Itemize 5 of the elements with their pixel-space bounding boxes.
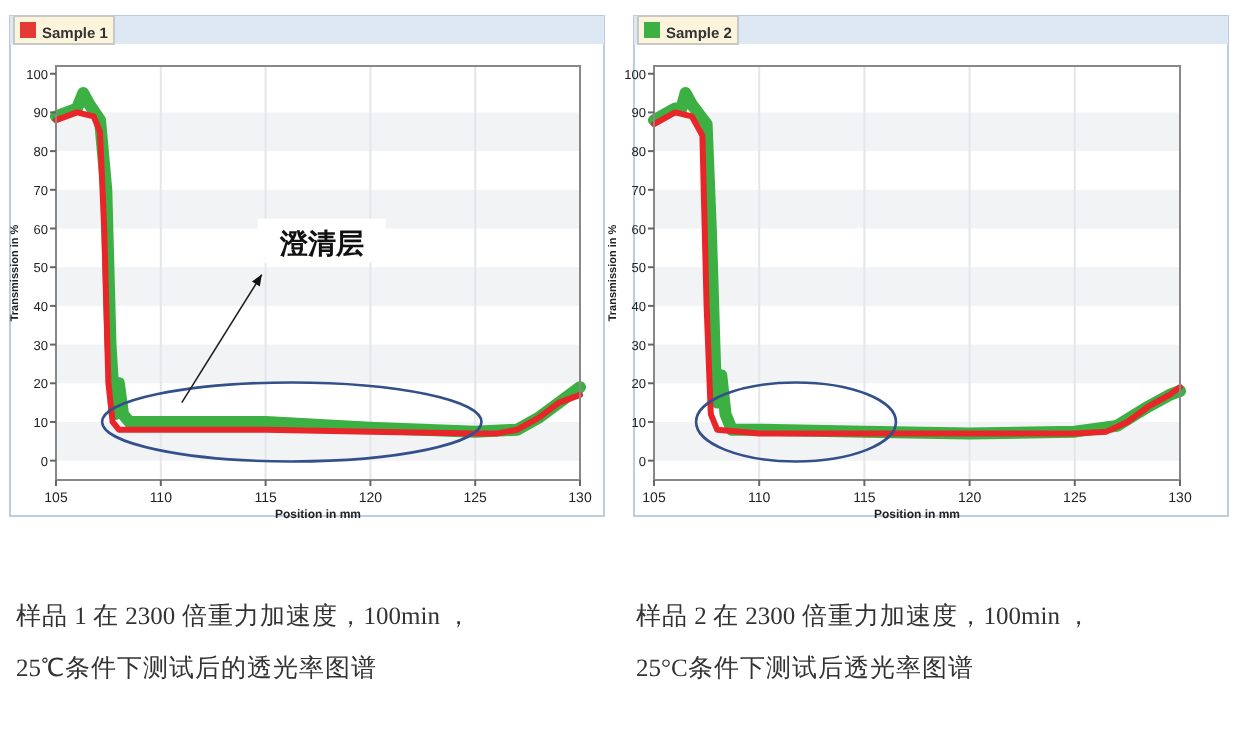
text: 样品 1 在 2300 倍重力加速度，100min ，: [16, 600, 473, 630]
annotation: 澄清层: [277, 226, 364, 259]
text: 25°C条件下测试后透光率图谱: [636, 652, 974, 682]
text: 样品 2 在 2300 倍重力加速度，100min ，: [636, 600, 1093, 630]
text: 25℃条件下测试后的透光率图谱: [16, 652, 377, 682]
